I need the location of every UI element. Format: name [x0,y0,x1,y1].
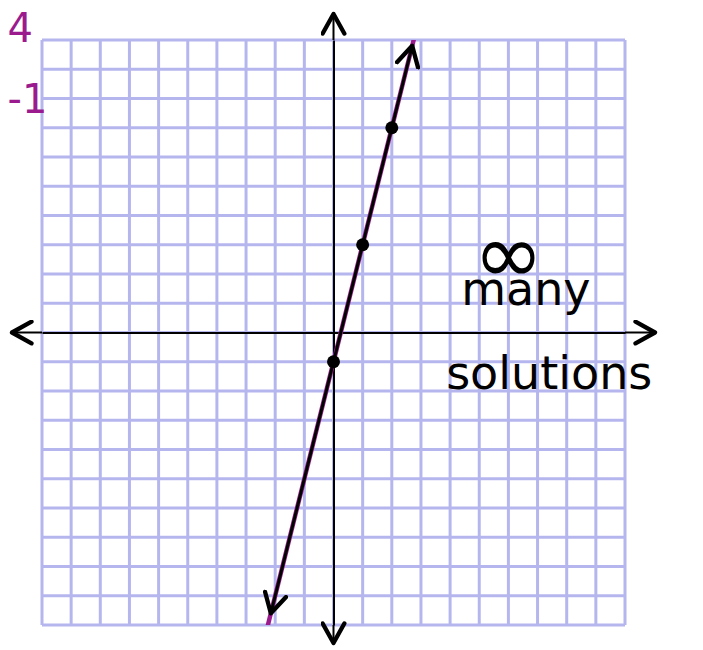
plot-area [268,40,414,625]
axis-extensions [12,14,655,643]
point [385,121,398,134]
y-axis [333,41,335,626]
annotation: -1 [7,76,47,122]
annotation: many [461,262,590,316]
x-axis-arrow-line [12,332,42,334]
grid [42,40,625,625]
series-line [268,40,414,625]
y-axis-arrow-line [333,14,335,40]
annotation: solutions [446,346,652,400]
point [327,355,340,368]
x-axis-arrow-line [625,332,655,334]
chart: ∞manysolutions4-1 [0,0,703,650]
annotations: ∞manysolutions4-1 [7,5,652,400]
series-line [271,46,412,613]
annotation: 4 [7,5,32,51]
y-axis-arrow-line [333,625,335,643]
point [356,238,369,251]
y-axis-line [333,41,335,626]
